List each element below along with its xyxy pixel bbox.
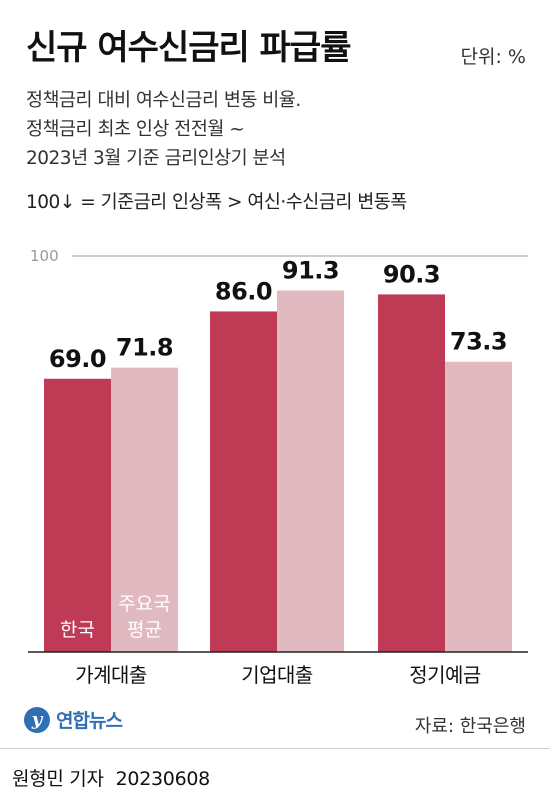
publish-date: 20230608 — [115, 768, 211, 790]
bar-korea-1 — [44, 378, 111, 652]
bar-average-2 — [277, 290, 344, 652]
publisher-logo: y 연합뉴스 — [24, 706, 123, 733]
chart-title: 신규 여수신금리 파급률 — [26, 28, 351, 68]
bar-korea-3 — [378, 294, 445, 652]
data-label: 69.0 — [49, 345, 106, 373]
data-label: 86.0 — [215, 277, 272, 305]
data-label: 71.8 — [116, 334, 173, 362]
bar-average-3 — [445, 361, 512, 652]
bar-korea-2 — [210, 311, 277, 652]
logo-text: 연합뉴스 — [56, 710, 123, 732]
data-label: 91.3 — [282, 256, 339, 284]
subtitle-line: 정책금리 최초 인상 전전월 ~ — [26, 119, 245, 140]
subtitle-line: 정책금리 대비 여수신금리 변동 비율. — [26, 90, 301, 111]
subtitle: 정책금리 대비 여수신금리 변동 비율. 정책금리 최초 인상 전전월 ~ 20… — [26, 86, 301, 173]
legend-label: 주요국 — [118, 593, 170, 615]
subtitle-line: 2023년 3월 기준 금리인상기 분석 — [26, 148, 286, 169]
category-label: 정기예금 — [409, 663, 481, 687]
reporter-name: 원형민 기자 — [12, 768, 104, 790]
source-label: 자료: 한국은행 — [414, 716, 526, 737]
category-label: 가계대출 — [75, 663, 147, 687]
unit-label: 단위: % — [460, 46, 526, 68]
data-label: 90.3 — [383, 260, 440, 288]
reference-note: 100↓ = 기준금리 인상폭 > 여신·수신금리 변동폭 — [26, 192, 407, 213]
legend-label: 한국 — [60, 619, 95, 641]
legend-label: 평균 — [127, 619, 162, 641]
data-label: 73.3 — [450, 328, 507, 356]
category-label: 기업대출 — [241, 663, 313, 687]
bar-average-1 — [111, 367, 178, 652]
credit-line: 원형민 기자 20230608 — [12, 764, 210, 791]
footer-divider — [0, 748, 550, 749]
reference-line-label: 100 — [30, 247, 59, 265]
logo-icon: y — [24, 706, 50, 733]
